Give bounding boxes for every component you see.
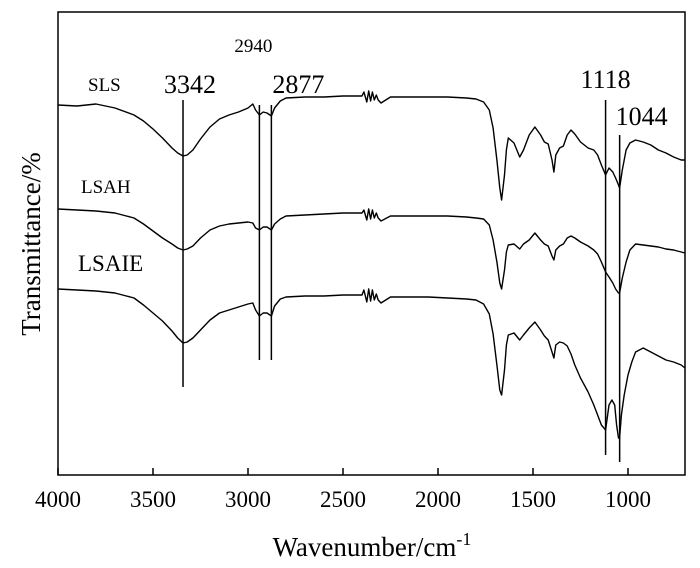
- x-axis-title: Wavenumber/cm-1: [273, 529, 472, 562]
- curve-lsaie: [57, 288, 686, 439]
- x-axis-title-main: Wavenumber/cm: [273, 532, 457, 562]
- peak-label-1118: 1118: [581, 65, 631, 94]
- peak-label-2940: 2940: [234, 36, 272, 57]
- curve-lsah: [57, 208, 686, 294]
- x-tick-label-2500: 2500: [320, 487, 366, 512]
- x-tick-label-2000: 2000: [415, 487, 461, 512]
- series-label-sls: SLS: [88, 75, 121, 96]
- peak-label-2877: 2877: [272, 70, 324, 99]
- x-tick-label-1500: 1500: [510, 487, 556, 512]
- peak-label-1044: 1044: [616, 102, 668, 131]
- x-axis-title-superscript: -1: [456, 529, 471, 549]
- peak-marker-lines: [182, 100, 621, 462]
- series-label-lsah: LSAH: [81, 177, 131, 198]
- y-axis-title: Transmittance/%: [16, 152, 46, 335]
- x-tick-label-3500: 3500: [130, 487, 176, 512]
- curve-sls: [57, 90, 685, 201]
- plot-frame: [57, 11, 686, 476]
- peak-label-3342: 3342: [164, 70, 216, 99]
- spectra-curves: [57, 90, 686, 439]
- x-tick-label-4000: 4000: [35, 487, 81, 512]
- x-tick-label-3000: 3000: [225, 487, 271, 512]
- x-axis-tick-labels: 4000 3500 3000 2500 2000 1500 1000: [35, 487, 651, 512]
- series-labels: SLS LSAH LSAIE: [78, 75, 143, 276]
- x-axis-ticks: [57, 468, 629, 475]
- series-label-lsaie: LSAIE: [78, 251, 143, 276]
- x-tick-label-1000: 1000: [605, 487, 651, 512]
